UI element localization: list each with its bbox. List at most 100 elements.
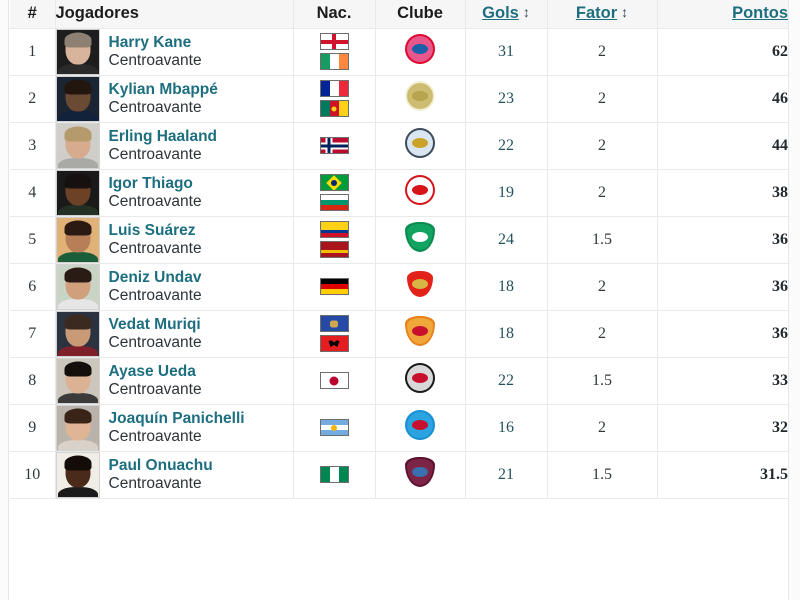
factor-cell: 1.5 (547, 357, 658, 405)
sort-link-points[interactable]: Pontos (732, 4, 788, 23)
player-name-link[interactable]: Luis Suárez (108, 222, 196, 240)
player-cell[interactable]: Erling Haaland Centroavante (55, 122, 294, 170)
factor-cell: 2 (547, 404, 658, 452)
crest-emblem (412, 138, 428, 148)
rank-cell: 9 (10, 404, 56, 452)
player-cell[interactable]: Deniz Undav Centroavante (55, 263, 294, 311)
goals-cell: 21 (465, 451, 548, 499)
player-names: Ayase Ueda Centroavante (109, 363, 202, 398)
player-cell[interactable]: Joaquín Panichelli Centroavante (55, 404, 294, 452)
flag-stack (294, 315, 375, 352)
table-header: # Jogadores Nac. Clube Gols ↕ Fator ↕ Pont… (10, 0, 788, 29)
player-wrapper: Deniz Undav Centroavante (55, 263, 293, 310)
player-cell[interactable]: Harry Kane Centroavante (55, 28, 294, 76)
player-ranking-table: # Jogadores Nac. Clube Gols ↕ Fator ↕ Pont… (10, 0, 788, 499)
photo-hair (64, 455, 91, 471)
crest-emblem (412, 232, 428, 242)
player-cell[interactable]: Luis Suárez Centroavante (55, 216, 294, 264)
player-position-label: Centroavante (108, 380, 202, 398)
flag-brazil-icon (319, 174, 349, 191)
points-cell: 62 (657, 28, 788, 76)
factor-cell: 2 (547, 75, 658, 123)
player-names: Kylian Mbappé Centroavante (109, 81, 218, 116)
points-cell: 44 (657, 122, 788, 170)
table-row[interactable]: 10 Paul Onuachu Centroavante 21 1.5 31.5 (10, 451, 788, 499)
table-row[interactable]: 4 Igor Thiago Centroavante 19 2 38 (10, 169, 788, 217)
photo-hair (64, 408, 91, 424)
player-name-link[interactable]: Vedat Muriqi (108, 316, 201, 334)
photo-hair (64, 361, 91, 377)
flag-argentina-icon (319, 419, 349, 436)
table-row[interactable]: 8 Ayase Ueda Centroavante 22 1.5 33 (10, 357, 788, 405)
player-wrapper: Igor Thiago Centroavante (55, 169, 293, 216)
player-names: Erling Haaland Centroavante (109, 128, 218, 163)
club-cell[interactable] (375, 169, 466, 217)
club-cell[interactable] (375, 263, 466, 311)
club-cell[interactable] (375, 216, 466, 264)
goals-cell: 18 (465, 263, 548, 311)
column-header-goals[interactable]: Gols ↕ (465, 0, 548, 29)
table-row[interactable]: 2 Kylian Mbappé Centroavante 23 2 46 (10, 75, 788, 123)
player-cell[interactable]: Paul Onuachu Centroavante (55, 451, 294, 499)
points-cell: 36 (657, 263, 788, 311)
table-row[interactable]: 9 Joaquín Panichelli Centroavante 16 2 32 (10, 404, 788, 452)
goals-cell: 16 (465, 404, 548, 452)
club-cell[interactable] (375, 451, 466, 499)
table-row[interactable]: 1 Harry Kane Centroavante 31 2 62 (10, 28, 788, 76)
nationality-cell (293, 216, 376, 264)
goals-cell: 23 (465, 75, 548, 123)
sort-link-goals[interactable]: Gols (482, 4, 519, 23)
paul-onuachu-photo (55, 451, 100, 498)
player-cell[interactable]: Kylian Mbappé Centroavante (55, 75, 294, 123)
sort-arrows-icon-factor[interactable]: ↕ (621, 4, 629, 21)
points-cell: 33 (657, 357, 788, 405)
column-header-points[interactable]: Pontos (657, 0, 788, 29)
column-header-factor[interactable]: Fator ↕ (547, 0, 658, 29)
club-crest-bayern-munich-icon (405, 34, 435, 64)
rank-cell: 4 (10, 169, 56, 217)
column-header-club: Clube (375, 0, 466, 29)
sort-link-factor[interactable]: Fator (575, 4, 618, 23)
table-row[interactable]: 3 Erling Haaland Centroavante 22 2 44 (10, 122, 788, 170)
points-cell: 36 (657, 216, 788, 264)
player-name-link[interactable]: Deniz Undav (108, 269, 202, 287)
nationality-cell (293, 75, 376, 123)
photo-shoulders (57, 298, 98, 309)
player-name-link[interactable]: Paul Onuachu (108, 457, 213, 475)
player-name-link[interactable]: Joaquín Panichelli (108, 410, 245, 428)
player-cell[interactable]: Vedat Muriqi Centroavante (55, 310, 294, 358)
player-cell[interactable]: Igor Thiago Centroavante (55, 169, 294, 217)
player-name-link[interactable]: Kylian Mbappé (108, 81, 218, 99)
table-row[interactable]: 5 Luis Suárez Centroavante 24 1.5 36 (10, 216, 788, 264)
player-name-link[interactable]: Harry Kane (108, 34, 192, 52)
nationality-cell (293, 404, 376, 452)
table-row[interactable]: 7 Vedat Muriqi Centroavante 18 2 36 (10, 310, 788, 358)
sort-arrows-icon-goals[interactable]: ↕ (522, 4, 530, 21)
column-header-rank: # (10, 0, 56, 29)
player-name-link[interactable]: Erling Haaland (108, 128, 218, 146)
factor-cell: 2 (547, 310, 658, 358)
rank-cell: 7 (10, 310, 56, 358)
player-name-link[interactable]: Igor Thiago (108, 175, 193, 193)
player-wrapper: Harry Kane Centroavante (55, 28, 293, 75)
club-cell[interactable] (375, 310, 466, 358)
player-name-link[interactable]: Ayase Ueda (108, 363, 196, 381)
nationality-cell (293, 28, 376, 76)
player-position-label: Centroavante (108, 51, 202, 69)
photo-shoulders (57, 486, 98, 497)
club-cell[interactable] (375, 75, 466, 123)
player-cell[interactable]: Ayase Ueda Centroavante (55, 357, 294, 405)
photo-shoulders (57, 204, 98, 215)
club-crest-real-madrid-icon (405, 81, 435, 111)
flag-stack (294, 372, 375, 389)
club-cell[interactable] (375, 122, 466, 170)
flag-ireland-icon (319, 53, 349, 70)
club-cell[interactable] (375, 404, 466, 452)
flag-spain-icon (319, 241, 349, 258)
crest-emblem (412, 279, 428, 289)
club-cell[interactable] (375, 28, 466, 76)
factor-cell: 1.5 (547, 451, 658, 499)
table-row[interactable]: 6 Deniz Undav Centroavante 18 2 36 (10, 263, 788, 311)
club-cell[interactable] (375, 357, 466, 405)
flag-stack (294, 466, 375, 483)
